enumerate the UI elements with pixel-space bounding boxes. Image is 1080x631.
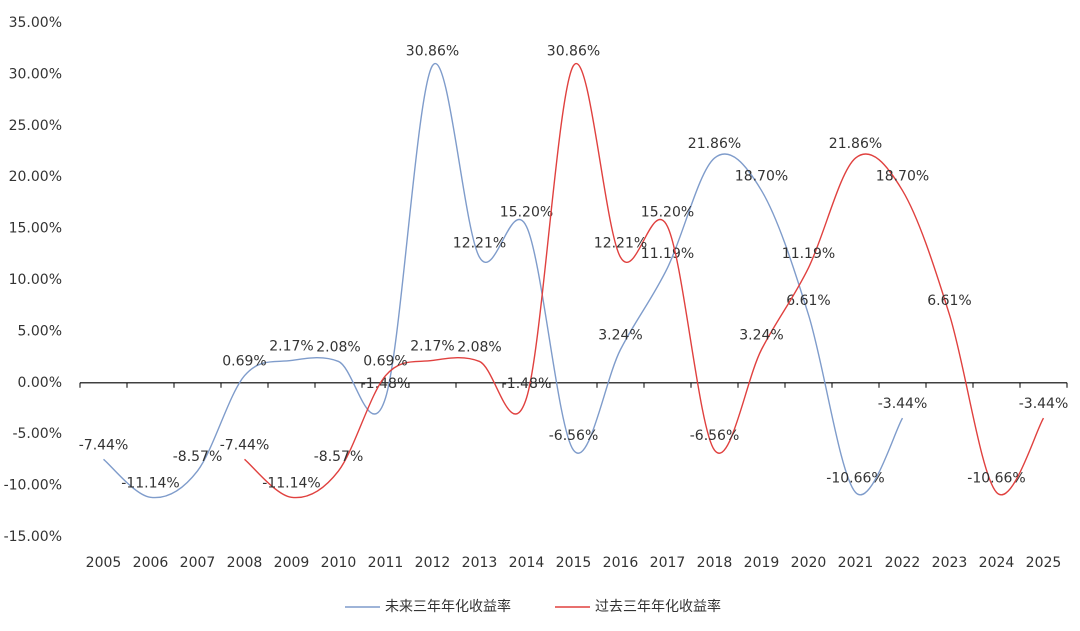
x-tick-label: 2018 [697, 555, 733, 571]
data-label: 18.70% [735, 169, 788, 185]
data-label: 11.19% [641, 246, 694, 262]
data-label: 15.20% [500, 205, 553, 221]
x-tick-label: 2025 [1026, 555, 1062, 571]
data-label: 3.24% [598, 327, 642, 343]
data-label: 30.86% [406, 44, 459, 60]
data-label: -10.66% [967, 470, 1025, 486]
y-tick-label: 10.00% [9, 272, 62, 288]
data-label: 21.86% [829, 136, 882, 152]
data-label: 6.61% [786, 293, 830, 309]
data-label: 6.61% [927, 293, 971, 309]
x-tick-label: 2010 [321, 555, 357, 571]
data-label: 15.20% [641, 205, 694, 221]
data-label: 12.21% [594, 235, 647, 251]
data-label: -3.44% [1019, 396, 1069, 412]
x-tick-label: 2019 [744, 555, 780, 571]
data-label: 2.08% [316, 339, 360, 355]
x-tick-label: 2008 [227, 555, 263, 571]
legend-label: 未来三年年化收益率 [385, 598, 511, 615]
y-tick-label: 15.00% [9, 221, 62, 237]
data-label: 30.86% [547, 44, 600, 60]
data-label: 0.69% [363, 354, 407, 370]
series-line [244, 62, 1045, 499]
data-label: 2.17% [410, 338, 454, 354]
x-tick-label: 2013 [462, 555, 498, 571]
data-label: 21.86% [688, 136, 741, 152]
x-tick-label: 2007 [180, 555, 216, 571]
data-label: -11.14% [121, 475, 179, 491]
data-label: -7.44% [220, 437, 270, 453]
x-tick-label: 2023 [932, 555, 968, 571]
data-label: 0.69% [222, 354, 266, 370]
x-tick-label: 2011 [368, 555, 404, 571]
data-label: 3.24% [739, 327, 783, 343]
data-label: -6.56% [549, 428, 599, 444]
data-label: -1.48% [361, 376, 411, 392]
x-tick-label: 2016 [603, 555, 639, 571]
y-tick-label: 30.00% [9, 66, 62, 82]
data-label: -8.57% [314, 449, 364, 465]
x-tick-label: 2005 [86, 555, 122, 571]
data-label: 12.21% [453, 235, 506, 251]
y-tick-label: 25.00% [9, 118, 62, 134]
x-tick-label: 2006 [133, 555, 169, 571]
y-tick-label: 0.00% [18, 375, 62, 391]
x-tick-label: 2017 [650, 555, 686, 571]
y-tick-label: 35.00% [9, 15, 62, 31]
data-label: -10.66% [826, 470, 884, 486]
series-line [103, 62, 904, 499]
x-tick-label: 2015 [556, 555, 592, 571]
legend-label: 过去三年年化收益率 [595, 598, 721, 615]
data-label: -7.44% [79, 437, 129, 453]
x-tick-label: 2021 [838, 555, 874, 571]
data-label: 2.17% [269, 338, 313, 354]
data-label: -3.44% [878, 396, 928, 412]
x-tick-label: 2009 [274, 555, 310, 571]
data-label: -6.56% [690, 428, 740, 444]
data-label: -1.48% [502, 376, 552, 392]
data-label: -11.14% [262, 475, 320, 491]
x-tick-label: 2022 [885, 555, 921, 571]
data-label: -8.57% [173, 449, 223, 465]
x-tick-label: 2014 [509, 555, 545, 571]
data-label: 18.70% [876, 169, 929, 185]
y-tick-label: 5.00% [18, 323, 62, 339]
y-tick-label: -15.00% [4, 529, 62, 545]
data-label: 2.08% [457, 339, 501, 355]
y-tick-label: 20.00% [9, 169, 62, 185]
y-tick-label: -10.00% [4, 478, 62, 494]
y-tick-label: -5.00% [12, 426, 62, 442]
x-tick-label: 2024 [979, 555, 1015, 571]
x-tick-label: 2020 [791, 555, 827, 571]
x-tick-label: 2012 [415, 555, 451, 571]
data-label: 11.19% [782, 246, 835, 262]
